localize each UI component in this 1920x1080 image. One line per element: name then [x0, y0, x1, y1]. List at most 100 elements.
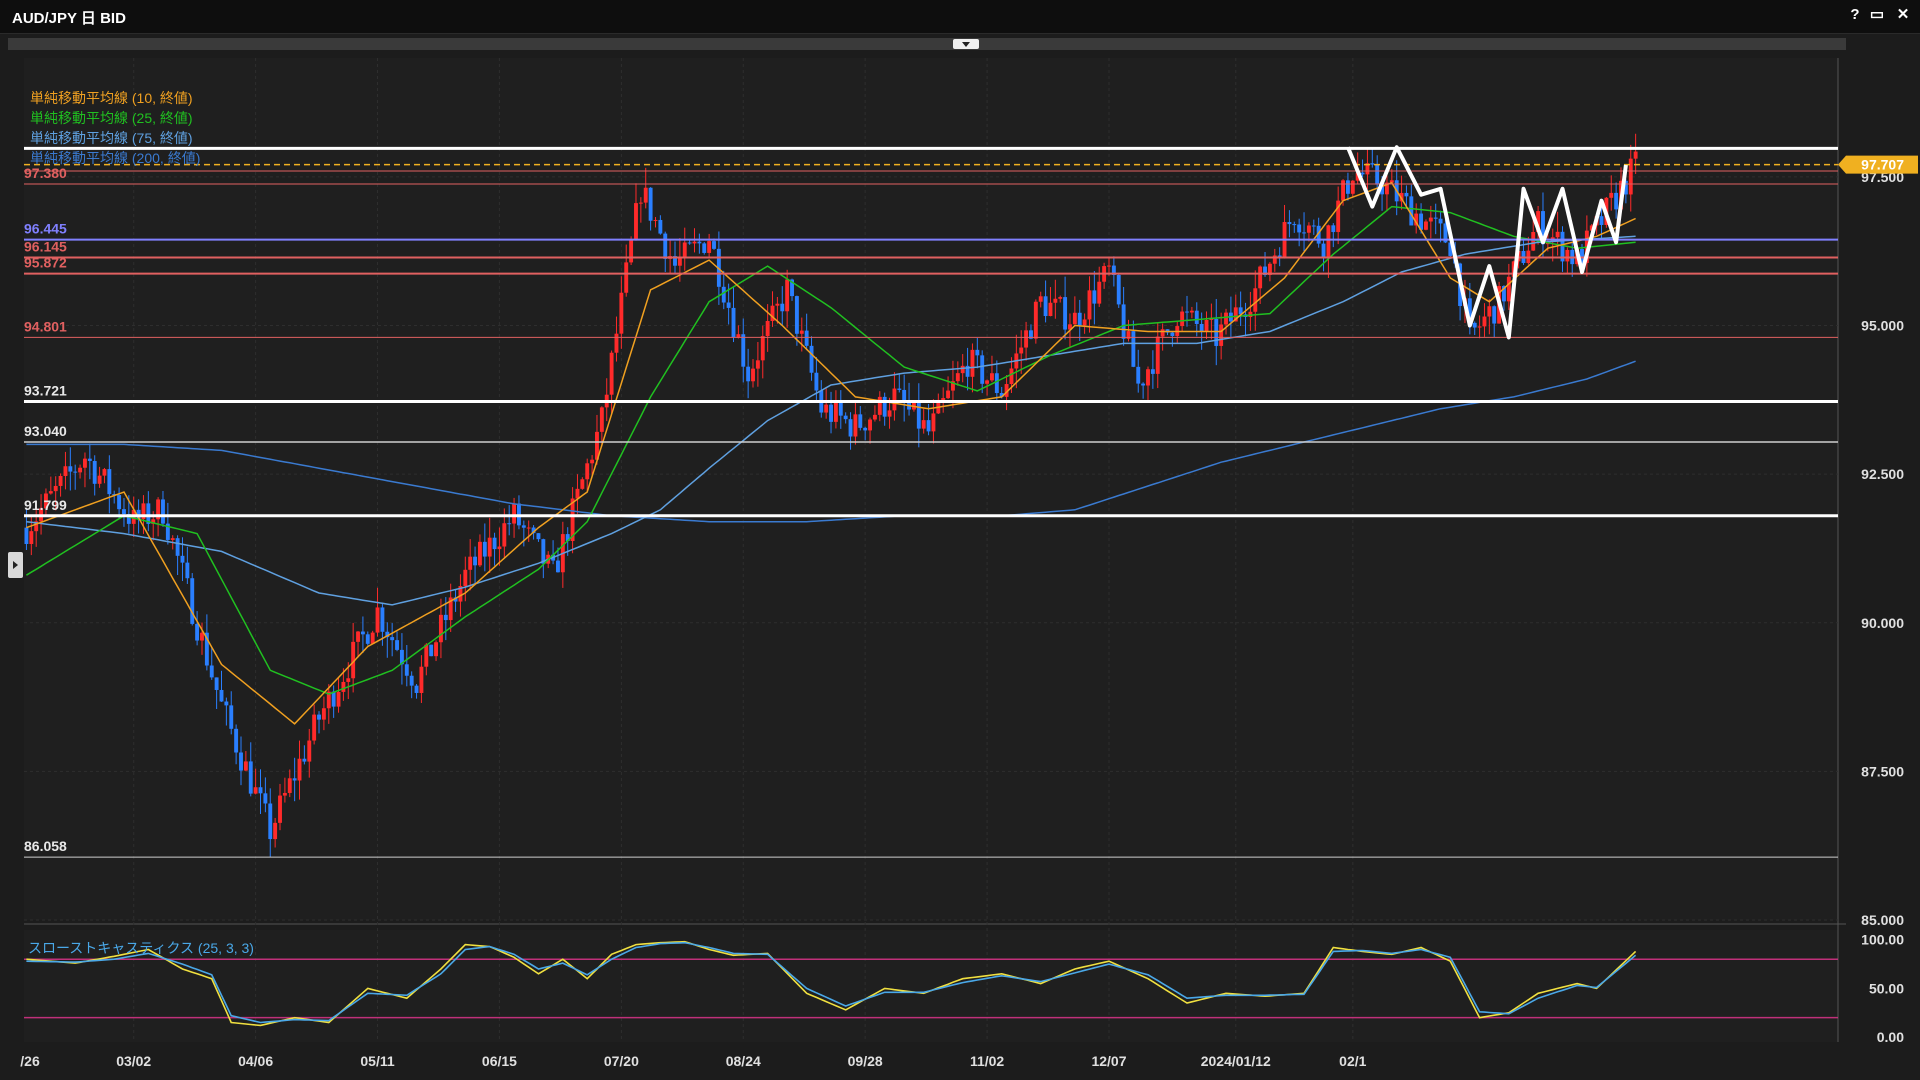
side-panel-expand-icon[interactable] — [8, 552, 23, 578]
candle-body — [653, 219, 658, 221]
level-label: 94.801 — [24, 318, 67, 334]
candle-body — [1029, 330, 1033, 339]
candle-body — [570, 498, 575, 541]
maximize-button[interactable]: ▭ — [1869, 6, 1885, 23]
candle-body — [595, 431, 599, 460]
candle-body — [599, 407, 604, 432]
candle-body — [1609, 192, 1614, 198]
candle-body — [590, 459, 595, 464]
candle-body — [731, 307, 736, 338]
candle-body — [68, 466, 73, 472]
candle-body — [1428, 217, 1433, 222]
candle-body — [1024, 330, 1029, 348]
candle-body — [726, 302, 731, 308]
candle-body — [1541, 211, 1545, 245]
candle-body — [122, 509, 126, 515]
candle-body — [863, 427, 868, 431]
candle-body — [785, 279, 790, 312]
candle-body — [273, 822, 278, 840]
candle-body — [1599, 216, 1604, 225]
candle-body — [1355, 172, 1360, 181]
candle-body — [1580, 248, 1584, 263]
main-plot-area[interactable] — [24, 58, 1838, 920]
candle-body — [697, 241, 702, 244]
candle-body — [814, 372, 819, 391]
collapse-toggle-icon[interactable] — [953, 39, 979, 49]
candle-body — [512, 503, 517, 524]
candle-body — [1384, 182, 1389, 195]
candle-body — [1536, 211, 1541, 233]
candle-body — [73, 471, 78, 473]
level-label: 97.380 — [24, 165, 67, 181]
help-button[interactable]: ? — [1850, 6, 1860, 23]
sma25-line — [26, 205, 1636, 695]
candle-body — [721, 286, 726, 303]
candle-body — [692, 241, 697, 244]
candle-body — [1258, 266, 1263, 289]
candle-body — [321, 708, 326, 720]
candle-body — [794, 296, 799, 334]
candle-body — [941, 398, 946, 400]
candle-body — [1160, 329, 1165, 337]
candle-body — [1560, 231, 1565, 262]
candle-body — [29, 531, 34, 544]
candle-body — [477, 541, 482, 566]
candle-body — [624, 262, 629, 293]
candle-body — [1204, 319, 1209, 332]
oscillator-plot-area[interactable] — [24, 930, 1838, 1042]
level-label: 93.040 — [24, 423, 67, 439]
current-price-tag — [1838, 155, 1918, 174]
candle-body — [1399, 192, 1404, 202]
candle-body — [492, 537, 497, 550]
candle-body — [141, 503, 146, 520]
candle-body — [380, 607, 385, 632]
candle-body — [833, 402, 838, 422]
candle-body — [1136, 366, 1141, 384]
candle-body — [239, 752, 243, 771]
candle-body — [58, 475, 63, 486]
candle-body — [960, 365, 965, 374]
candle-body — [468, 556, 473, 570]
candle-body — [946, 390, 951, 399]
candle-body — [248, 761, 253, 794]
candle-body — [1033, 301, 1038, 339]
candle-body — [990, 373, 994, 381]
candle-body — [1038, 296, 1043, 302]
candle-body — [1306, 225, 1311, 233]
window-title: AUD/JPY 日 BID — [12, 10, 126, 27]
candle-body — [770, 305, 775, 322]
candle-body — [448, 597, 453, 621]
candle-body — [1633, 151, 1638, 159]
candle-body — [575, 488, 580, 499]
candle-body — [307, 740, 312, 762]
x-tick-label: 07/20 — [604, 1053, 639, 1069]
candle-body — [375, 607, 380, 633]
candle-body — [1360, 172, 1365, 175]
candle-body — [1146, 369, 1150, 386]
candle-body — [175, 538, 180, 556]
legend-entry: 単純移動平均線 (10, 終値) — [30, 90, 193, 106]
level-label: 86.058 — [24, 838, 67, 854]
x-tick-label: 08/24 — [726, 1053, 761, 1069]
candle-body — [365, 634, 370, 644]
candle-body — [185, 562, 190, 579]
candle-body — [282, 792, 287, 796]
candle-body — [200, 632, 204, 641]
candle-body — [263, 793, 268, 804]
x-tick-label: 05/11 — [360, 1053, 394, 1069]
candle-body — [1209, 318, 1214, 320]
candle-body — [1389, 180, 1394, 183]
candle-body — [1180, 311, 1185, 327]
candle-body — [638, 202, 643, 204]
candle-body — [1194, 310, 1199, 324]
candle-body — [1341, 180, 1346, 201]
candle-body — [1107, 265, 1111, 267]
candle-body — [53, 485, 58, 492]
candle-body — [999, 393, 1004, 397]
candle-body — [985, 380, 990, 384]
candle-body — [24, 527, 29, 544]
candle-body — [853, 414, 858, 437]
close-button[interactable]: ✕ — [1896, 6, 1910, 23]
candle-body — [931, 413, 936, 432]
